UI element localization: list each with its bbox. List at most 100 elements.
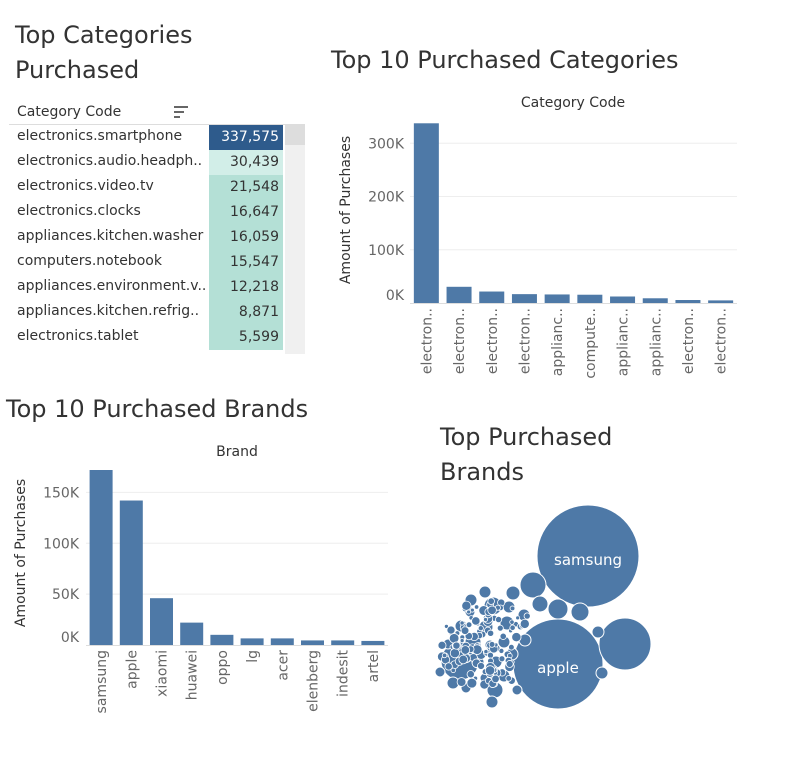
- brand-bubble[interactable]: [493, 642, 499, 648]
- brand-bubble[interactable]: [484, 607, 493, 616]
- brand-bubble[interactable]: [497, 635, 511, 649]
- table-row[interactable]: appliances.kitchen.washer 16,059: [9, 225, 305, 250]
- brand-bubble[interactable]: [471, 658, 481, 668]
- brand-bubble[interactable]: [459, 638, 465, 644]
- brand-bubble[interactable]: [476, 649, 487, 660]
- brand-bubble[interactable]: [448, 633, 460, 644]
- brand-bubble[interactable]: [504, 661, 515, 672]
- brand-bubble[interactable]: [444, 662, 453, 671]
- brand-bubble[interactable]: [462, 653, 472, 663]
- brand-bubble[interactable]: [486, 641, 494, 649]
- table-row[interactable]: appliances.kitchen.refrig.. 8,871: [9, 300, 305, 325]
- brand-bubble[interactable]: [495, 615, 503, 624]
- brand-bubble[interactable]: [485, 695, 499, 709]
- brand-bubble[interactable]: [485, 604, 494, 613]
- bar[interactable]: [675, 300, 701, 303]
- brand-bubble[interactable]: [497, 598, 506, 607]
- brand-bubble[interactable]: [509, 659, 515, 665]
- brand-bubble[interactable]: [483, 649, 489, 655]
- table-scrollbar[interactable]: [285, 125, 305, 354]
- brand-bubble[interactable]: [500, 656, 506, 662]
- brand-bubble[interactable]: [454, 619, 468, 633]
- brand-bubble[interactable]: [531, 595, 549, 613]
- brand-bubble[interactable]: [482, 613, 494, 624]
- brand-bubble[interactable]: [477, 625, 484, 632]
- brand-bubble[interactable]: [505, 675, 512, 682]
- table-row[interactable]: appliances.environment.v.. 12,218: [9, 275, 305, 300]
- brand-bubble[interactable]: [468, 615, 474, 621]
- brand-bubble[interactable]: [460, 682, 472, 694]
- brand-bubble[interactable]: [437, 651, 448, 662]
- brand-bubble[interactable]: [490, 679, 497, 686]
- bar[interactable]: [331, 640, 355, 645]
- brand-bubble[interactable]: [440, 641, 480, 681]
- bar[interactable]: [150, 598, 173, 645]
- brand-bubble[interactable]: [491, 674, 500, 684]
- brand-bubble[interactable]: [467, 643, 478, 653]
- brand-bubble[interactable]: [486, 651, 494, 659]
- bar[interactable]: [180, 622, 204, 645]
- brand-bubble[interactable]: [484, 639, 496, 651]
- brand-bubble[interactable]: [507, 676, 516, 685]
- brand-bubble[interactable]: [536, 504, 640, 608]
- brand-bubble[interactable]: [464, 631, 473, 641]
- bar[interactable]: [89, 470, 113, 645]
- brand-bubble[interactable]: [469, 632, 479, 642]
- brand-bubble[interactable]: [519, 571, 547, 599]
- brand-bubble[interactable]: [476, 628, 483, 635]
- brand-bubble[interactable]: [509, 619, 515, 625]
- brand-bubble[interactable]: [440, 652, 449, 661]
- brand-bubble[interactable]: [511, 632, 522, 643]
- brand-bubble[interactable]: [450, 660, 459, 670]
- brand-bubble[interactable]: [450, 667, 456, 674]
- table-row[interactable]: electronics.audio.headph.. 30,439: [9, 150, 305, 175]
- brand-bubble[interactable]: [492, 644, 501, 653]
- brand-bubble[interactable]: [472, 675, 479, 681]
- bar[interactable]: [511, 294, 537, 303]
- brand-bubble[interactable]: [463, 624, 469, 630]
- brand-bubble[interactable]: [471, 655, 485, 669]
- brand-bubble[interactable]: [478, 585, 492, 599]
- bar[interactable]: [642, 298, 668, 303]
- brand-bubble[interactable]: [461, 600, 472, 611]
- brand-bubble[interactable]: [481, 668, 489, 676]
- brand-bubble[interactable]: [471, 644, 483, 655]
- brand-bubble[interactable]: [487, 605, 497, 615]
- bar[interactable]: [119, 500, 143, 645]
- brand-bubble[interactable]: [449, 644, 456, 650]
- brand-bubble[interactable]: [484, 677, 493, 685]
- bar[interactable]: [479, 291, 505, 303]
- brand-bubble[interactable]: [488, 679, 497, 688]
- brand-bubble[interactable]: [459, 622, 470, 633]
- brand-bubble[interactable]: [475, 642, 482, 649]
- brand-bubble[interactable]: [570, 602, 590, 622]
- brand-bubble[interactable]: [461, 641, 471, 651]
- table-row[interactable]: electronics.video.tv 21,548: [9, 175, 305, 200]
- brand-bubble[interactable]: [484, 665, 496, 676]
- brand-bubble[interactable]: [492, 668, 502, 678]
- table-row[interactable]: electronics.clocks 16,647: [9, 200, 305, 225]
- brand-bubble[interactable]: [498, 655, 506, 663]
- brand-bubble[interactable]: [488, 641, 496, 648]
- brand-bubble[interactable]: [469, 607, 475, 613]
- brand-bubble[interactable]: [513, 634, 522, 642]
- brand-bubble[interactable]: [440, 655, 451, 665]
- brand-bubble[interactable]: [509, 605, 516, 612]
- bar[interactable]: [544, 294, 570, 303]
- brand-bubble[interactable]: [470, 644, 482, 656]
- brand-bubble[interactable]: [499, 632, 507, 640]
- table-scrollbar-thumb[interactable]: [285, 125, 305, 145]
- brand-bubble[interactable]: [473, 642, 481, 650]
- brand-bubble[interactable]: [478, 606, 485, 613]
- brand-bubble[interactable]: [451, 640, 462, 651]
- brand-bubble[interactable]: [547, 598, 569, 620]
- sort-icon[interactable]: [174, 106, 188, 120]
- brand-bubble[interactable]: [486, 681, 504, 699]
- brand-bubble[interactable]: [518, 633, 532, 647]
- brand-bubble[interactable]: [519, 622, 527, 630]
- brand-bubble[interactable]: [489, 644, 499, 654]
- brand-bubble[interactable]: [469, 653, 478, 662]
- brand-bubble[interactable]: [466, 609, 472, 615]
- bar[interactable]: [708, 300, 734, 303]
- brand-bubble[interactable]: [487, 657, 494, 665]
